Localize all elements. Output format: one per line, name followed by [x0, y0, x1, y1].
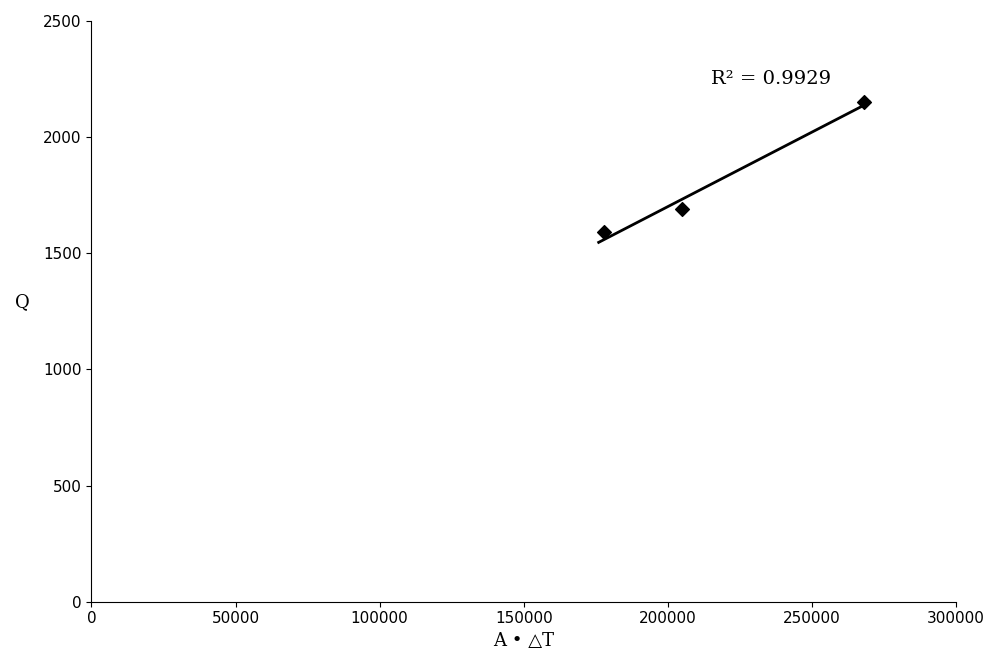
- X-axis label: A • △T: A • △T: [493, 632, 554, 650]
- Y-axis label: Q: Q: [15, 293, 30, 311]
- Point: [674, 204, 690, 215]
- Text: R² = 0.9929: R² = 0.9929: [711, 70, 831, 88]
- Point: [596, 227, 612, 237]
- Point: [856, 97, 872, 108]
